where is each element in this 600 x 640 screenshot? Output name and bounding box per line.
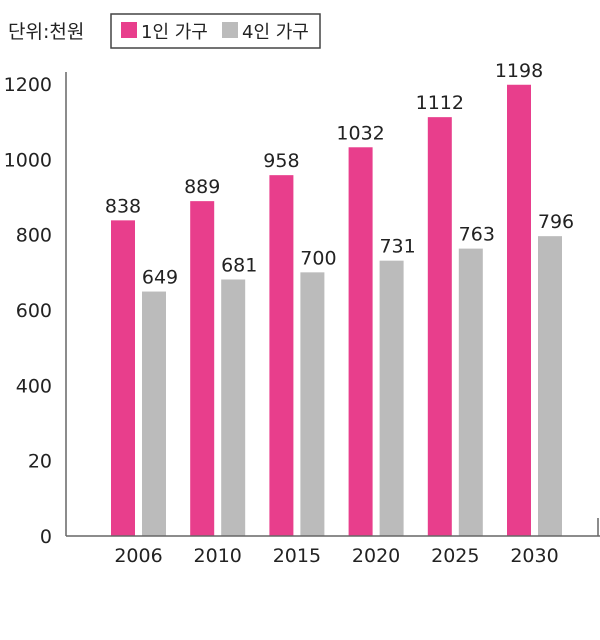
bar-series-2-2006 bbox=[142, 291, 166, 536]
bar-series-1-2010 bbox=[190, 201, 215, 537]
bar-value-labels: 838 649 889 681 958 700 1032 731 1112 763 1198 796 bbox=[105, 60, 574, 289]
x-tick-label: 2020 bbox=[352, 545, 400, 567]
x-tick-label: 2030 bbox=[510, 545, 558, 567]
bar-series-1-2020 bbox=[348, 147, 373, 536]
bar-series-2-2030 bbox=[538, 236, 562, 536]
y-tick-label: 0 bbox=[40, 526, 52, 548]
bar-series-2-2020 bbox=[379, 260, 404, 536]
bar-series-1-2006 bbox=[111, 220, 135, 536]
bar-series-1-2025 bbox=[427, 117, 452, 536]
bar-value-label: 1112 bbox=[416, 92, 464, 114]
y-tick-label: 1200 bbox=[4, 74, 52, 96]
bar-value-label: 700 bbox=[300, 247, 336, 269]
legend-swatch-series-1 bbox=[121, 22, 137, 38]
legend-swatch-series-2 bbox=[222, 22, 238, 38]
bar-value-label: 796 bbox=[538, 211, 574, 233]
legend-box bbox=[110, 13, 321, 49]
bar-series-2-2025 bbox=[458, 248, 483, 536]
legend: 1인 가구 4인 가구 bbox=[110, 13, 321, 49]
x-tick-label: 2010 bbox=[194, 545, 242, 567]
y-tick-label: 400 bbox=[16, 375, 52, 397]
bar-value-label: 649 bbox=[142, 267, 178, 289]
y-tick-label: 600 bbox=[16, 300, 52, 322]
y-tick-label: 1000 bbox=[4, 149, 52, 171]
bar-value-label: 889 bbox=[184, 176, 220, 198]
bar-series-2-2010 bbox=[221, 279, 246, 536]
bar-value-label: 838 bbox=[105, 195, 141, 217]
x-tick-label: 2015 bbox=[273, 545, 321, 567]
x-tick-label: 2025 bbox=[431, 545, 479, 567]
bar-value-label: 681 bbox=[221, 254, 257, 276]
bar-series-2-2015 bbox=[300, 272, 325, 536]
bars bbox=[111, 84, 562, 537]
bar-value-label: 958 bbox=[263, 150, 299, 172]
x-axis-ticks: 2006 2010 2015 2020 2025 2030 bbox=[114, 545, 558, 567]
bar-value-label: 1032 bbox=[336, 122, 384, 144]
bar-value-label: 731 bbox=[379, 236, 415, 258]
x-tick-label: 2006 bbox=[114, 545, 162, 567]
legend-label-series-2: 4인 가구 bbox=[242, 22, 309, 43]
bar-value-label: 763 bbox=[459, 224, 495, 246]
bar-value-label: 1198 bbox=[495, 60, 543, 82]
bar-series-1-2015 bbox=[269, 175, 294, 537]
legend-label-series-1: 1인 가구 bbox=[141, 22, 208, 43]
bar-series-1-2030 bbox=[507, 84, 531, 537]
unit-label: 단위:천원 bbox=[8, 21, 84, 43]
y-tick-label: 800 bbox=[16, 225, 52, 247]
y-tick-label: 20 bbox=[28, 451, 52, 473]
